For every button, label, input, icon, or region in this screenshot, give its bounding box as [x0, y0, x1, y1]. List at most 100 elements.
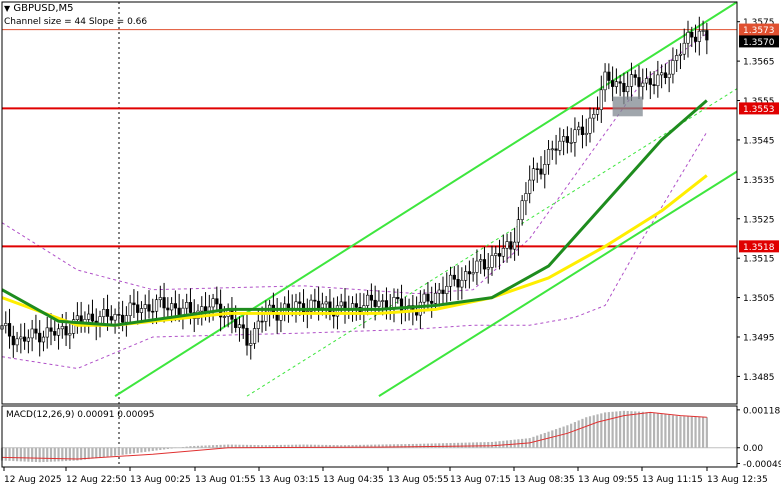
- candle-body: [452, 274, 456, 280]
- candle-body: [252, 328, 257, 344]
- candle-body: [211, 298, 215, 308]
- candle-body: [373, 299, 377, 307]
- candle: [494, 245, 498, 268]
- candle: [550, 140, 554, 160]
- candle: [675, 49, 679, 72]
- price-tick-label: 1.3535: [743, 176, 775, 186]
- candle: [441, 276, 445, 306]
- candle-body: [675, 55, 679, 61]
- candle-body: [181, 307, 185, 316]
- candle-body: [143, 304, 147, 309]
- candle-body: [396, 297, 400, 300]
- candle-body: [147, 304, 151, 312]
- candle: [68, 323, 72, 350]
- macd-indicator-label: MACD(12,26,9) 0.00091 0.00095: [6, 410, 155, 420]
- candle-body: [690, 31, 694, 38]
- candle-body: [513, 241, 517, 250]
- candle: [452, 266, 456, 287]
- candle-body: [105, 309, 110, 317]
- candle: [618, 74, 622, 97]
- candle-body: [460, 279, 464, 288]
- candle: [697, 16, 701, 56]
- candle-body: [200, 306, 204, 312]
- candle-body: [4, 323, 8, 326]
- channel-info: Channel size = 44 Slope = 0.66: [4, 17, 148, 27]
- candle-body: [558, 140, 562, 151]
- collapse-triangle-icon[interactable]: ▼: [4, 4, 11, 13]
- candle: [524, 182, 528, 216]
- candle: [595, 96, 600, 121]
- candle: [667, 59, 671, 93]
- price-tick-label: 1.3525: [743, 215, 775, 225]
- candle-body: [490, 255, 494, 268]
- candle: [139, 301, 144, 321]
- candle-body: [494, 253, 498, 256]
- candle: [562, 129, 566, 156]
- candle-body: [177, 307, 181, 316]
- highlight-box: [612, 96, 643, 117]
- candle: [399, 284, 404, 325]
- macd-plot-frame: [1, 405, 738, 468]
- symbol-timeframe: GBPUSD,M5: [13, 3, 74, 14]
- candle-body: [505, 241, 509, 249]
- candle-body: [448, 274, 453, 287]
- candle: [460, 267, 464, 300]
- price-tick-label: 1.3505: [743, 294, 775, 304]
- time-tick-label: 13 Aug 11:15: [642, 475, 703, 485]
- candle-body: [701, 30, 705, 32]
- candle: [569, 127, 573, 153]
- candle: [437, 283, 441, 307]
- candle: [102, 298, 106, 327]
- candle-body: [151, 310, 155, 313]
- candle: [38, 320, 42, 357]
- candle-body: [482, 259, 487, 270]
- candle: [30, 319, 34, 352]
- candle: [256, 310, 260, 343]
- candle: [249, 330, 253, 360]
- candle-body: [524, 193, 528, 202]
- candle: [41, 330, 46, 352]
- time-tick-label: 12 Aug 2025: [4, 475, 62, 485]
- candle-body: [697, 30, 701, 42]
- candle: [113, 308, 117, 334]
- candle-body: [554, 148, 558, 151]
- candle: [26, 329, 30, 354]
- candle: [644, 68, 649, 91]
- level-label: 1.3553: [743, 105, 775, 115]
- candle-body: [637, 77, 641, 87]
- price-tick-label: 1.3495: [743, 334, 775, 344]
- candle: [482, 246, 487, 277]
- candle: [633, 69, 637, 86]
- candle: [430, 286, 434, 318]
- candle-body: [441, 289, 445, 294]
- candle-body: [222, 316, 226, 318]
- macd-signal-line: [1, 411, 707, 460]
- candle-body: [644, 78, 649, 84]
- candle-body: [369, 294, 373, 301]
- candle: [298, 292, 302, 316]
- candle: [501, 234, 505, 263]
- candle-body: [464, 271, 468, 281]
- candle: [599, 75, 603, 123]
- candle-body: [614, 81, 618, 87]
- candle: [23, 322, 27, 350]
- candle-body: [550, 148, 554, 151]
- candle-body: [381, 300, 385, 302]
- candle: [456, 265, 460, 301]
- candle-body: [546, 149, 551, 165]
- candle: [580, 115, 585, 149]
- candle: [539, 156, 543, 180]
- candle-body: [41, 336, 46, 343]
- candle: [45, 316, 49, 349]
- candle-body: [241, 324, 245, 329]
- candle-body: [399, 298, 404, 311]
- candle-body: [234, 319, 238, 328]
- candle-body: [15, 338, 19, 346]
- candle-body: [456, 278, 460, 288]
- candle-body: [324, 301, 328, 305]
- candle: [471, 257, 475, 282]
- candle-body: [339, 301, 343, 307]
- candle: [626, 71, 630, 100]
- candle-body: [671, 60, 675, 75]
